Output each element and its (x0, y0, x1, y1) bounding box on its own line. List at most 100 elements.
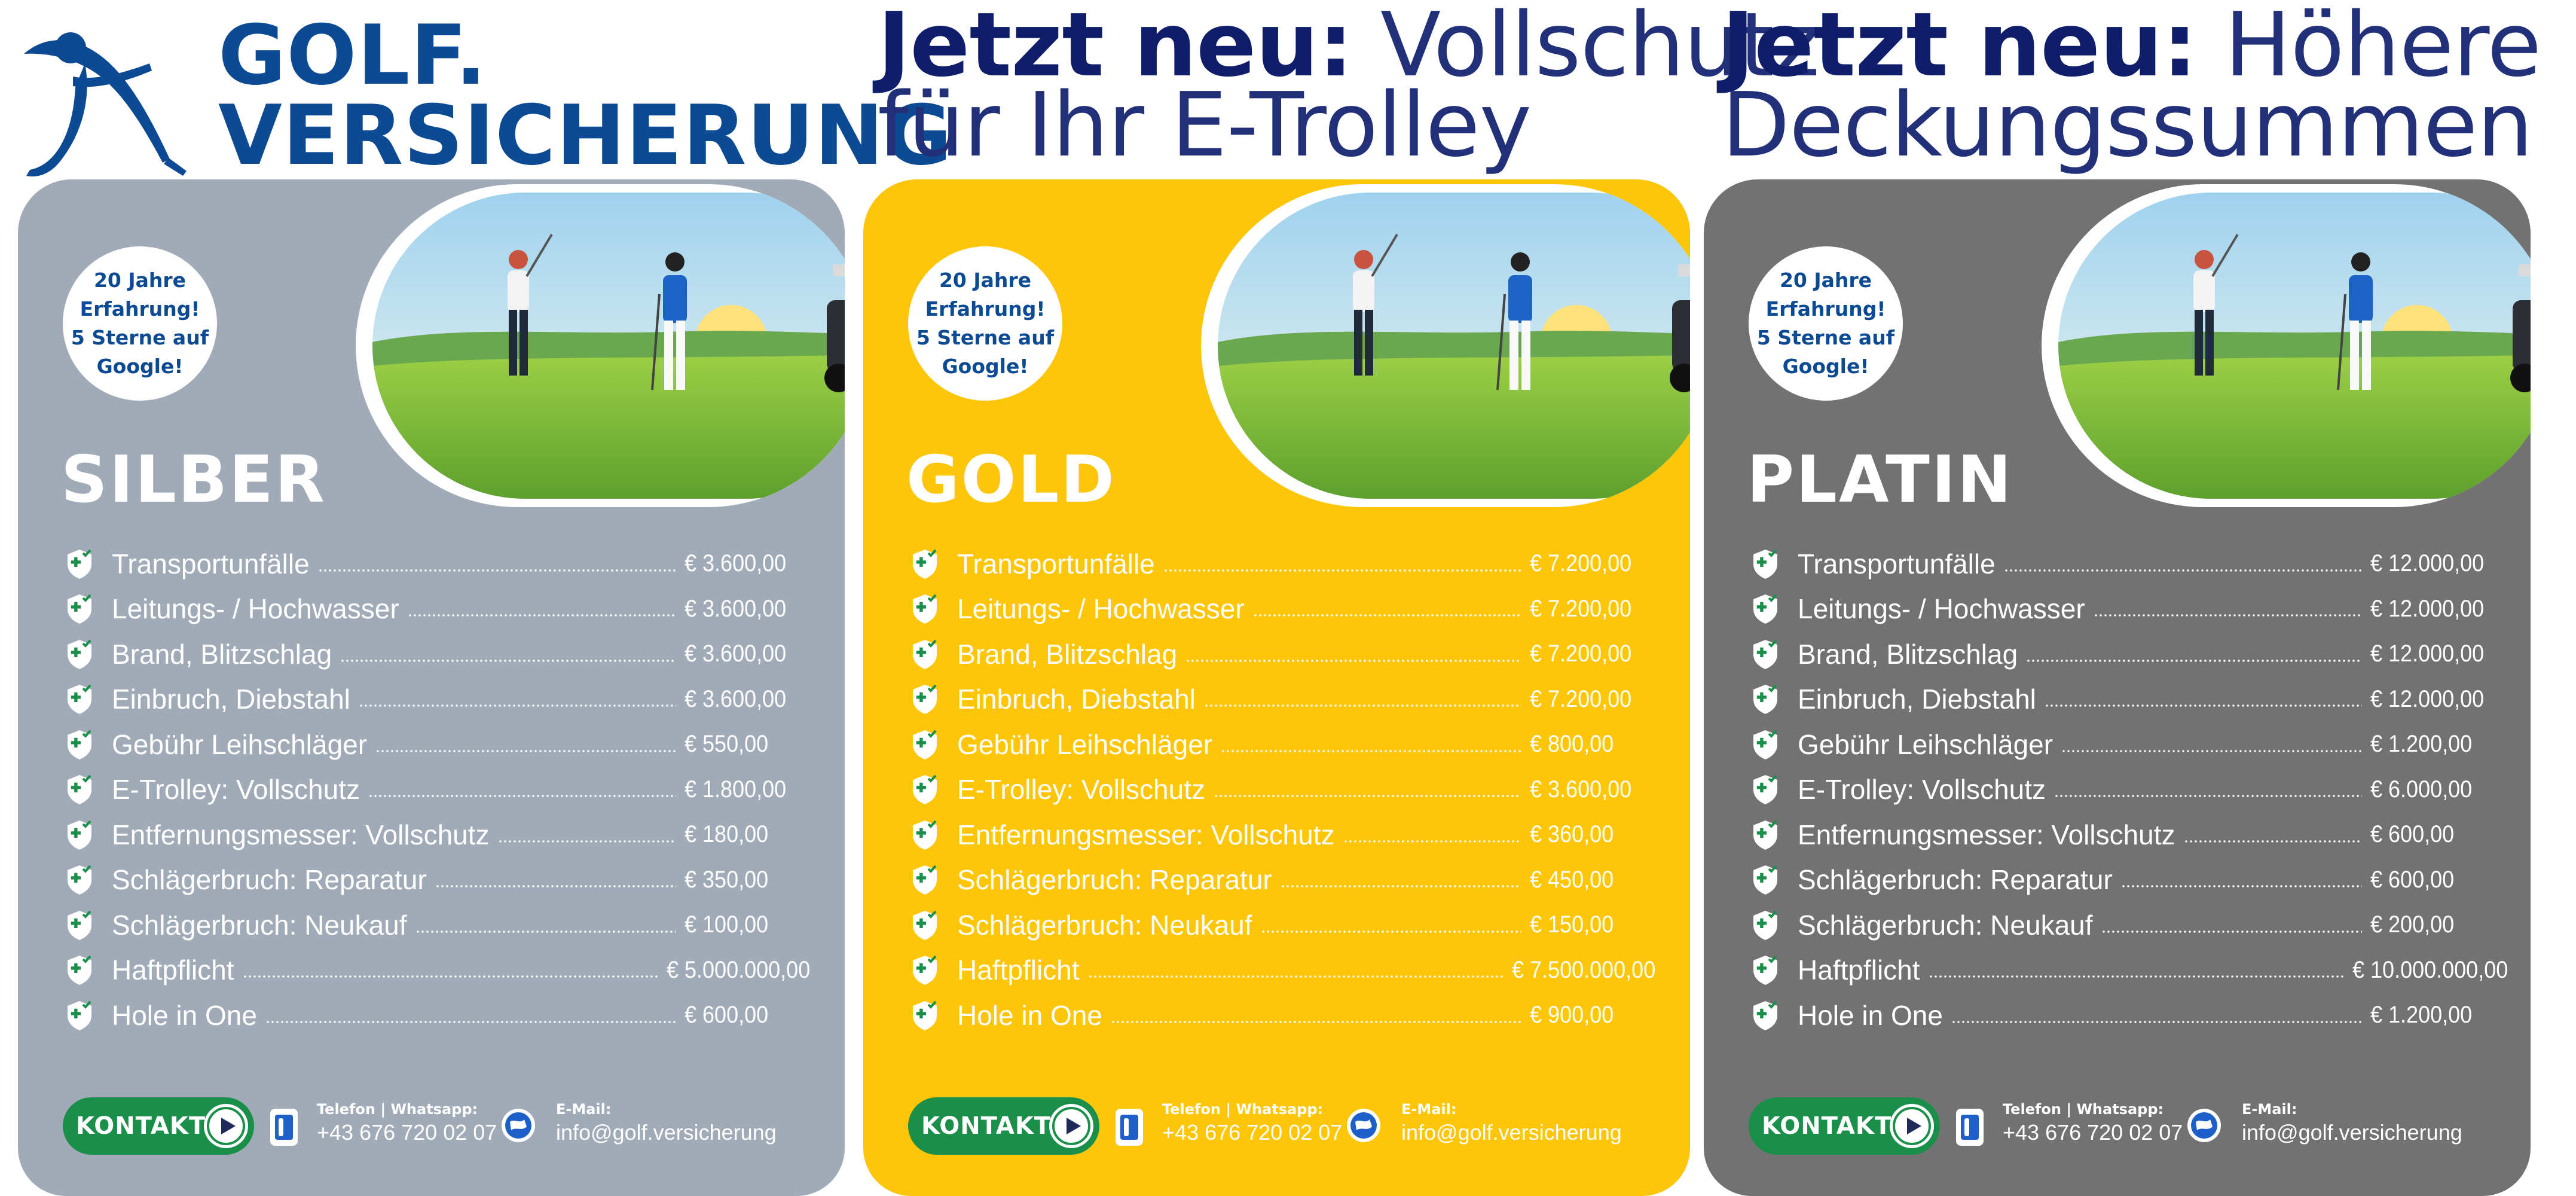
plan-card-silber: 20 Jahre Erfahrung! 5 Sterne auf Google!… (18, 179, 845, 1196)
coverage-label: Gebühr Leihschläger (1798, 728, 2054, 760)
dot-leader (2026, 659, 2362, 662)
mail-globe-icon (1347, 1109, 1380, 1142)
coverage-value: € 150,00 (1530, 911, 1614, 938)
coverage-value: € 1.200,00 (2370, 1002, 2473, 1029)
coverage-row: Haftpflicht € 7.500.000,00 (908, 948, 1667, 993)
shield-check-icon (1749, 818, 1782, 852)
coverage-label: Brand, Blitzschlag (957, 638, 1178, 670)
plan-card-gold: 20 Jahre Erfahrung! 5 Sterne auf Google!… (863, 179, 1690, 1196)
coverage-label: Hole in One (112, 999, 257, 1031)
contact-button[interactable]: KONTAKT (63, 1097, 254, 1155)
golfer-logo-icon (24, 32, 187, 177)
email-address[interactable]: info@golf.versicherung (1401, 1120, 1622, 1145)
dot-leader (1087, 975, 1504, 978)
coverage-row: Schlägerbruch: Reparatur € 350,00 (63, 858, 822, 903)
coverage-value: € 7.500.000,00 (1512, 956, 1656, 983)
shield-check-icon (63, 728, 96, 761)
email-address[interactable]: info@golf.versicherung (2242, 1120, 2462, 1145)
coverage-label: Transportunfälle (112, 548, 310, 579)
shield-check-icon (1749, 863, 1782, 896)
dot-leader (1221, 749, 1521, 752)
mail-globe-icon (502, 1109, 535, 1142)
dot-leader (375, 749, 676, 752)
coverage-label: Einbruch, Diebstahl (957, 684, 1196, 715)
coverage-value: € 600,00 (685, 1002, 769, 1029)
coverage-row: Schlägerbruch: Neukauf € 200,00 (1749, 902, 2508, 948)
coverage-row: Einbruch, Diebstahl € 3.600,00 (63, 677, 822, 722)
dot-leader (1280, 885, 1521, 888)
coverage-label: Leitungs- / Hochwasser (1798, 593, 2085, 625)
plan-tier-name: PLATIN (1747, 443, 2013, 517)
coverage-value: € 100,00 (685, 911, 769, 938)
coverage-value: € 1.200,00 (2370, 731, 2473, 758)
dot-leader (358, 704, 676, 707)
golf-course-photo (2058, 193, 2531, 499)
coverage-value: € 12.000,00 (2370, 640, 2485, 667)
coverage-row: E-Trolley: Vollschutz € 3.600,00 (908, 767, 1667, 813)
coverage-label: Entfernungsmesser: Vollschutz (957, 819, 1335, 850)
coverage-label: Brand, Blitzschlag (112, 638, 332, 670)
coverage-label: Hole in One (957, 999, 1102, 1031)
phone-number[interactable]: +43 676 720 02 07 (2003, 1120, 2183, 1145)
shield-check-icon (63, 953, 96, 987)
dot-leader (2120, 885, 2362, 888)
dot-leader (1163, 569, 1521, 572)
coverage-row: Brand, Blitzschlag € 12.000,00 (1749, 631, 2508, 677)
dot-leader (1260, 930, 1521, 933)
coverage-label: Gebühr Leihschläger (957, 728, 1213, 760)
brand-line-1: GOLF. (218, 7, 487, 103)
email-caption: E-Mail: (2242, 1101, 2297, 1118)
play-arrow-icon (1890, 1104, 1934, 1148)
contact-button[interactable]: KONTAKT (908, 1097, 1099, 1155)
coverage-label: Entfernungsmesser: Vollschutz (1798, 819, 2175, 850)
shield-check-icon (1749, 682, 1782, 716)
shield-check-icon (1749, 547, 1782, 581)
golf-photo-frame (1201, 184, 1690, 507)
shield-check-icon (63, 547, 96, 581)
coverage-value: € 6.000,00 (2370, 776, 2473, 803)
coverage-label: Haftpflicht (112, 954, 234, 986)
phone-caption: Telefon | Whatsapp: (317, 1101, 478, 1118)
coverage-value: € 12.000,00 (2370, 550, 2485, 577)
coverage-row: Entfernungsmesser: Vollschutz € 360,00 (908, 812, 1667, 858)
phone-number[interactable]: +43 676 720 02 07 (1162, 1120, 1343, 1145)
badge-line: 5 Sterne auf (71, 326, 209, 349)
shield-check-icon (63, 773, 96, 806)
phone-number[interactable]: +43 676 720 02 07 (317, 1120, 497, 1145)
badge-line: 20 Jahre (93, 269, 187, 292)
badge-line: Erfahrung! (80, 297, 200, 321)
coverage-label: Schlägerbruch: Reparatur (957, 864, 1272, 896)
headline-thin: Vollschutz (1380, 0, 1820, 96)
coverage-label: Schlägerbruch: Reparatur (1798, 864, 2113, 896)
coverage-row: Transportunfälle € 3.600,00 (63, 541, 822, 587)
coverage-value: € 350,00 (685, 866, 769, 893)
shield-check-icon (63, 908, 96, 942)
shield-check-icon (1749, 908, 1782, 942)
mail-globe-icon (2187, 1109, 2221, 1142)
shield-check-icon (908, 953, 942, 987)
shield-check-icon (1749, 773, 1782, 806)
card-footer: KONTAKT Telefon | Whatsapp: +43 676 720 … (63, 1094, 828, 1160)
email-address[interactable]: info@golf.versicherung (556, 1120, 777, 1145)
coverage-row: Schlägerbruch: Reparatur € 450,00 (908, 858, 1667, 903)
coverage-label: Einbruch, Diebstahl (1798, 684, 2036, 715)
dot-leader (368, 795, 676, 798)
phone-icon (1956, 1109, 1984, 1146)
contact-button[interactable]: KONTAKT (1749, 1097, 1940, 1155)
coverage-value: € 3.600,00 (685, 550, 787, 577)
coverage-row: Gebühr Leihschläger € 1.200,00 (1749, 722, 2508, 767)
coverage-label: Transportunfälle (1798, 548, 1996, 579)
phone-icon (270, 1109, 298, 1146)
dot-leader (1110, 1020, 1521, 1023)
coverage-value: € 7.200,00 (1530, 640, 1632, 667)
phone-caption: Telefon | Whatsapp: (2003, 1101, 2164, 1118)
coverage-row: Schlägerbruch: Reparatur € 600,00 (1749, 858, 2508, 903)
badge-line: Google! (1782, 355, 1869, 378)
dot-leader (435, 885, 676, 888)
coverage-label: Schlägerbruch: Reparatur (112, 864, 427, 896)
coverage-row: Transportunfälle € 12.000,00 (1749, 541, 2508, 587)
shield-check-icon (1749, 953, 1782, 987)
coverage-row: Hole in One € 600,00 (63, 993, 822, 1038)
coverage-label: Hole in One (1798, 999, 1943, 1031)
dot-leader (2093, 614, 2362, 617)
